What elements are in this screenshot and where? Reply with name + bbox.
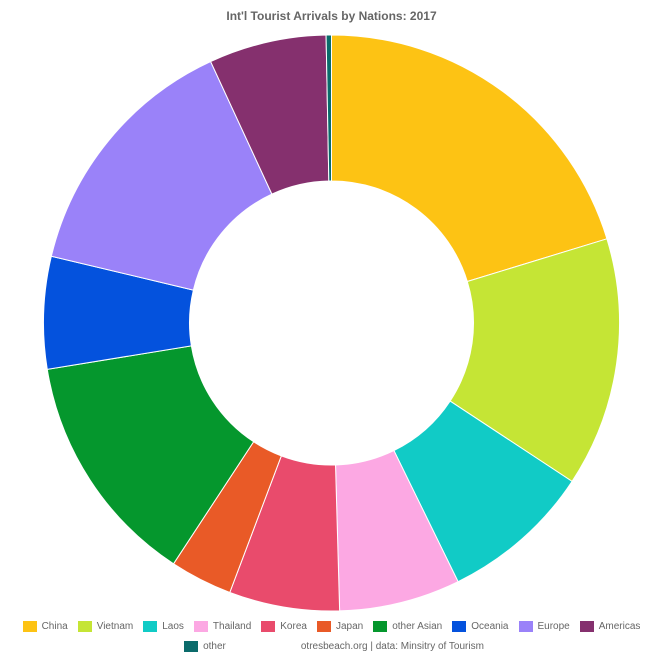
legend-item-thailand[interactable]: Thailand [193,621,252,632]
legend-label: Thailand [212,621,252,632]
legend-item-japan[interactable]: Japan [316,621,364,632]
legend-label: Vietnam [96,621,134,632]
legend-swatch [373,621,388,632]
legend-item-other[interactable]: other [184,641,226,652]
legend-swatch [518,621,533,632]
legend-label: Oceania [471,621,509,632]
slice-other[interactable] [325,34,332,182]
slice-europe[interactable] [50,60,273,291]
legend-swatch [193,621,208,632]
legend-swatch [184,641,199,652]
legend-item-oceania[interactable]: Oceania [452,621,509,632]
legend-label: Japan [335,621,364,632]
legend-item-vietnam[interactable]: Vietnam [77,621,134,632]
legend-label: Laos [162,621,184,632]
legend-item-europe[interactable]: Europe [518,621,570,632]
legend-swatch [452,621,467,632]
legend-item-americas[interactable]: Americas [579,621,641,632]
legend-swatch [143,621,158,632]
legend-swatch [579,621,594,632]
legend-swatch [261,621,276,632]
legend-row-1: China Vietnam Laos Thailand Korea Japan other … [0,621,663,632]
legend-label: Korea [280,621,307,632]
legend-label: Europe [537,621,570,632]
legend-label: other [203,641,226,652]
legend-item-korea[interactable]: Korea [261,621,307,632]
slice-vietnam[interactable] [449,238,620,483]
legend-row-2: other otresbeach.org | data: Minsitry of… [0,641,663,652]
legend-item-china[interactable]: China [22,621,68,632]
source-note: otresbeach.org | data: Minsitry of Touri… [300,641,484,652]
legend-swatch [22,621,37,632]
legend-swatch [316,621,331,632]
slice-china[interactable] [331,34,608,283]
legend-label: other Asian [392,621,443,632]
slice-other-asian[interactable] [46,345,255,565]
legend-item-laos[interactable]: Laos [143,621,184,632]
chart-title: Int'l Tourist Arrivals by Nations: 2017 [226,9,437,23]
legend-label: China [41,621,68,632]
legend-swatch [77,621,92,632]
legend-item-other-asian[interactable]: other Asian [373,621,442,632]
legend-label: Americas [598,621,641,632]
